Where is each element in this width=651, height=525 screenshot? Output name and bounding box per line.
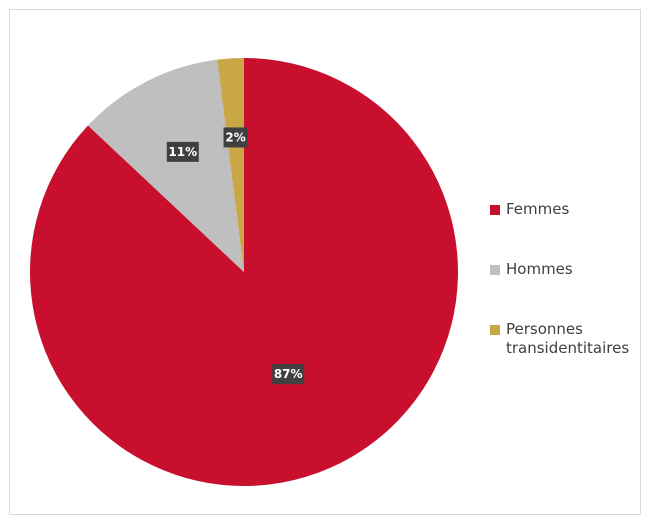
data-label-femmes: 87% (272, 364, 305, 385)
legend-swatch-personnes-transidentitaires (490, 325, 500, 335)
legend-label-femmes: Femmes (506, 200, 570, 218)
data-label-text-hommes: 11% (168, 145, 197, 159)
data-label-bg-personnes-transidentitaires (223, 127, 248, 148)
data-label-personnes-transidentitaires: 2% (223, 127, 248, 148)
legend-swatch-femmes (490, 205, 500, 215)
legend-item-hommes: Hommes (488, 260, 573, 279)
data-label-text-personnes-transidentitaires: 2% (225, 130, 245, 144)
data-label-bg-femmes (272, 364, 305, 385)
pie-slice-hommes (88, 59, 244, 272)
legend-item-personnes-transidentitaires: Personnes transidentitaires (488, 320, 648, 358)
data-label-bg-hommes (166, 141, 199, 162)
pie-chart: 87% 11% 2% (29, 58, 459, 486)
pie-slice-personnes-transidentitaires (217, 58, 244, 272)
data-label-text-femmes: 87% (274, 367, 303, 381)
legend-swatch-hommes (490, 265, 500, 275)
legend-label-personnes-transidentitaires: Personnes transidentitaires (506, 320, 630, 357)
legend-label-hommes: Hommes (506, 260, 573, 278)
legend-item-femmes: Femmes (488, 200, 569, 219)
data-label-hommes: 11% (166, 141, 199, 162)
chart-frame: 87% 11% 2% Femmes Hommes Personnes transid… (9, 9, 641, 515)
pie-slice-femmes (29, 58, 459, 486)
